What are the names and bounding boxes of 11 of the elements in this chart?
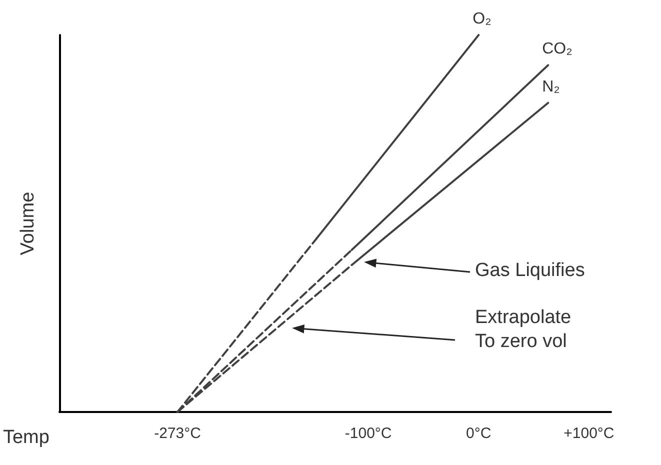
x-axis-title: Temp: [2, 427, 50, 448]
y-axis-title: Volume: [17, 192, 38, 256]
x-tick-label: +100°C: [564, 425, 614, 442]
annotation: Gas Liquifies: [475, 259, 585, 283]
annotation: Extrapolate To zero vol: [475, 306, 572, 354]
x-tick-label: -273°C: [154, 425, 202, 442]
x-tick-label: -100°C: [344, 425, 392, 442]
series-label: CO₂: [542, 40, 572, 58]
series-label: N₂: [542, 78, 560, 96]
x-tick-label: 0°C: [466, 425, 492, 442]
series-label: O₂: [472, 10, 492, 28]
